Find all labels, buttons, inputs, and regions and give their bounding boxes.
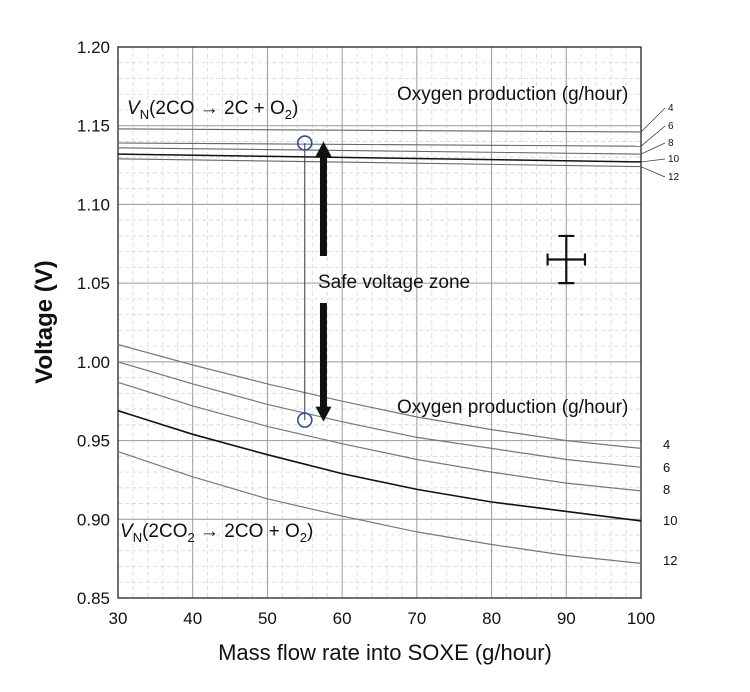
safe-arrow-head-down xyxy=(315,406,332,422)
y-tick-label: 1.05 xyxy=(77,274,110,293)
upper-line-12 xyxy=(117,158,642,168)
x-tick-label: 90 xyxy=(557,609,576,628)
lower-series-label: 6 xyxy=(663,460,670,475)
y-axis-title: Voltage (V) xyxy=(31,260,58,384)
lower-series-label: 4 xyxy=(663,437,670,452)
x-tick-label: 100 xyxy=(627,609,655,628)
upper-leader-12 xyxy=(640,166,666,178)
marker-circle xyxy=(296,135,313,151)
upper-series-label: 10 xyxy=(668,154,680,165)
upper-leader-4 xyxy=(640,107,666,133)
tick-layer: 30 40 50 60 70 80 90 100 0.85 0.90 0.95 1.00 1.05 1.1… xyxy=(77,38,655,628)
y-tick-label: 1.10 xyxy=(77,195,110,214)
upper-vn-label: VN(2CO → 2C + O2) xyxy=(127,98,298,122)
lower-line-10 xyxy=(117,409,642,522)
y-tick-label: 1.20 xyxy=(77,38,110,57)
y-tick-label: 0.95 xyxy=(77,432,110,451)
x-tick-label: 70 xyxy=(407,609,426,628)
x-tick-label: 30 xyxy=(109,609,128,628)
lower-series-label: 10 xyxy=(663,513,677,528)
lower-line-12 xyxy=(117,451,642,564)
upper-leader-6 xyxy=(640,125,666,147)
upper-line-8 xyxy=(117,147,642,155)
x-tick-label: 50 xyxy=(258,609,277,628)
lower-series-label: 12 xyxy=(663,553,677,568)
x-tick-label: 40 xyxy=(183,609,202,628)
lower-line-6 xyxy=(117,361,642,468)
series-layer xyxy=(117,128,642,564)
upper-series-label: 12 xyxy=(668,172,680,183)
upper-series-label: 4 xyxy=(668,103,674,114)
y-tick-label: 1.15 xyxy=(77,117,110,136)
upper-leader-8 xyxy=(640,142,666,155)
upper-series-label: 6 xyxy=(668,121,674,132)
upper-leader-10 xyxy=(640,158,666,163)
x-tick-label: 60 xyxy=(333,609,352,628)
upper-line-6 xyxy=(117,142,642,147)
lower-group-title: Oxygen production (g/hour) xyxy=(397,397,628,418)
annotation-layer: 4 6 8 10 12 4 6 8 10 12 xyxy=(296,103,680,568)
lower-line-4 xyxy=(117,343,642,449)
plot-frame xyxy=(117,46,642,599)
y-tick-label: 1.00 xyxy=(77,353,110,372)
safe-zone-label: Safe voltage zone xyxy=(318,272,470,293)
upper-series-label: 8 xyxy=(668,138,674,149)
x-tick-label: 80 xyxy=(482,609,501,628)
upper-line-10 xyxy=(117,153,642,163)
upper-line-4 xyxy=(117,128,642,133)
lower-line-8 xyxy=(117,381,642,492)
safe-arrow-head-up xyxy=(315,141,332,157)
upper-group-title: Oxygen production (g/hour) xyxy=(397,84,628,105)
marker-circle xyxy=(296,412,313,428)
y-tick-label: 0.90 xyxy=(77,510,110,529)
y-tick-label: 0.85 xyxy=(77,589,110,608)
lower-vn-label: VN(2CO2 → 2CO + O2) xyxy=(120,521,313,545)
x-axis-title: Mass flow rate into SOXE (g/hour) xyxy=(218,640,552,665)
lower-series-label: 8 xyxy=(663,482,670,497)
